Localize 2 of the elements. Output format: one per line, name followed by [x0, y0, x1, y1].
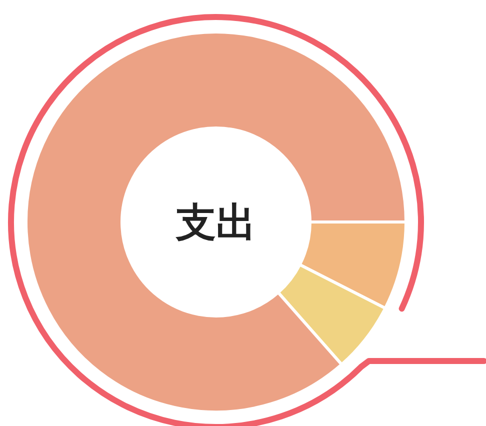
- donut-slice: [24, 30, 408, 414]
- text: 支出: [175, 200, 256, 246]
